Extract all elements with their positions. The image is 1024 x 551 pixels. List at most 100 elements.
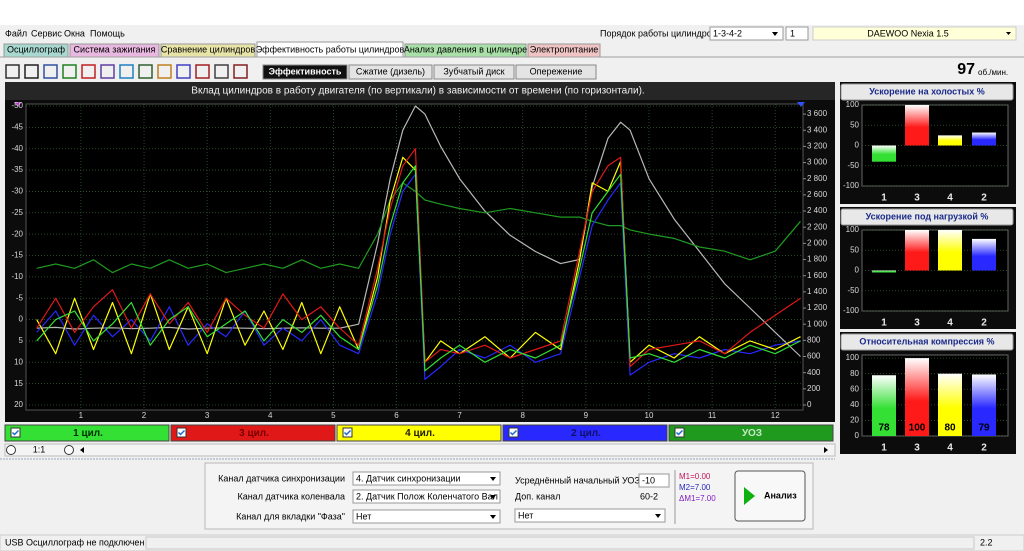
- subtab-label[interactable]: Эффективность: [269, 66, 342, 76]
- tab-label[interactable]: Эффективность работы цилиндров: [256, 44, 405, 54]
- tool-button[interactable]: [81, 64, 96, 79]
- tab-label[interactable]: Сравнение цилиндров: [161, 44, 255, 54]
- extra-select[interactable]: [514, 508, 666, 523]
- tool-button[interactable]: [24, 64, 39, 79]
- bar: [872, 145, 896, 162]
- analyze-label[interactable]: Анализ: [764, 490, 797, 500]
- sync-select[interactable]: [352, 471, 501, 486]
- category-label: 1: [881, 193, 887, 204]
- legend: 1 цил. 3 цил. 4 цил. 2 цил. УОЗ: [4, 424, 834, 442]
- tool-button[interactable]: [138, 64, 153, 79]
- crank-value[interactable]: 2. Датчик Полож Коленчатого Вал: [356, 491, 498, 501]
- analyze-button[interactable]: [734, 470, 806, 522]
- y2-tick-label: 2 000: [807, 238, 828, 247]
- subtab-strip: Эффективность Сжатие (дизель) Зубчатый дис…: [262, 64, 597, 80]
- order-spin-value[interactable]: 1: [790, 28, 795, 38]
- side-header: [840, 333, 1014, 351]
- tool-button[interactable]: [5, 64, 20, 79]
- subtab-label[interactable]: Сжатие (дизель): [356, 66, 425, 76]
- subtab-label[interactable]: Опережение: [530, 66, 583, 76]
- legend-item[interactable]: [668, 424, 834, 442]
- y-tick-label: 10: [14, 357, 23, 366]
- y2-tick-label: 1 400: [807, 287, 828, 296]
- menu-item[interactable]: Помощь: [90, 28, 125, 38]
- tab-label[interactable]: Электропитание: [530, 44, 599, 54]
- scroll-left[interactable]: [80, 447, 84, 453]
- y-tick-label: 100: [846, 353, 860, 362]
- x-tick-label: 11: [708, 411, 717, 420]
- tool-button[interactable]: [119, 64, 134, 79]
- tool-button[interactable]: [233, 64, 248, 79]
- x-tick-label: 10: [645, 411, 654, 420]
- order-value[interactable]: 1-3-4-2: [713, 28, 742, 38]
- subtab[interactable]: [433, 64, 515, 80]
- crank-label: Канал датчика коленвала: [237, 491, 345, 501]
- menu-item[interactable]: Файл: [5, 28, 27, 38]
- y2-tick-label: 1 600: [807, 271, 828, 280]
- tool-button[interactable]: [195, 64, 210, 79]
- tab-label[interactable]: Анализ давления в цилиндре: [404, 44, 527, 54]
- side-title: Относительная компрессия %: [859, 336, 994, 346]
- y-tick-label: -30: [11, 187, 23, 196]
- check-mark: [509, 429, 518, 436]
- order-spin[interactable]: [785, 26, 809, 41]
- series-line: [36, 165, 801, 372]
- zoom-in[interactable]: [64, 445, 74, 455]
- zoom-out[interactable]: [6, 445, 16, 455]
- tool-button[interactable]: [62, 64, 77, 79]
- phase-value[interactable]: Нет: [356, 511, 371, 521]
- uoz-spin[interactable]: [638, 473, 670, 488]
- y-tick-label: 20: [850, 416, 859, 425]
- y-tick-label: 15: [14, 379, 23, 388]
- legend-item[interactable]: [502, 424, 668, 442]
- scroll-right[interactable]: [824, 447, 828, 453]
- x-tick-label: 2: [142, 411, 147, 420]
- tab-label[interactable]: Осциллограф: [7, 44, 66, 54]
- y-tick-label: 50: [850, 120, 859, 129]
- phase-select[interactable]: [352, 509, 501, 524]
- legend-label[interactable]: 4 цил.: [405, 428, 435, 439]
- crank-select[interactable]: [352, 489, 501, 504]
- menu-item[interactable]: Сервис: [31, 28, 62, 38]
- tool-button[interactable]: [157, 64, 172, 79]
- legend-label[interactable]: 1 цил.: [73, 428, 103, 439]
- order-select[interactable]: [709, 26, 784, 41]
- series-line: [36, 148, 801, 368]
- subtab-label[interactable]: Зубчатый диск: [443, 66, 504, 76]
- legend-label[interactable]: 2 цил.: [571, 428, 601, 439]
- bar: [938, 135, 962, 146]
- dropdown-arrow: [1006, 32, 1011, 35]
- category-label: 3: [914, 318, 920, 329]
- side-header: [840, 83, 1014, 101]
- y-tick-label: 0: [855, 266, 860, 275]
- legend-item[interactable]: [170, 424, 336, 442]
- legend-item[interactable]: [4, 424, 170, 442]
- tool-button[interactable]: [214, 64, 229, 79]
- legend-label[interactable]: 3 цил.: [239, 428, 269, 439]
- uoz-value[interactable]: -10: [642, 475, 655, 485]
- y-tick-label: -10: [11, 272, 23, 281]
- x-tick-label: 7: [457, 411, 462, 420]
- menu-item[interactable]: Окна: [64, 28, 85, 38]
- top-blank: [0, 0, 1024, 25]
- car-value[interactable]: DAEWOO Nexia 1.5: [867, 28, 949, 38]
- bar: [972, 238, 996, 271]
- tool-button[interactable]: [100, 64, 115, 79]
- check-mark: [343, 429, 352, 436]
- extra-value[interactable]: Нет: [518, 510, 533, 520]
- legend-label[interactable]: УОЗ: [742, 428, 762, 439]
- subtab[interactable]: [348, 64, 433, 80]
- subtab[interactable]: [515, 64, 597, 80]
- category-label: 3: [914, 443, 920, 454]
- plot-area: [25, 103, 804, 411]
- bar: [872, 270, 896, 273]
- car-select[interactable]: [812, 26, 1017, 41]
- subtab[interactable]: [262, 64, 348, 80]
- status-bar: [0, 534, 1024, 551]
- tool-button[interactable]: [43, 64, 58, 79]
- legend-item[interactable]: [336, 424, 502, 442]
- tool-button[interactable]: [176, 64, 191, 79]
- tab-label[interactable]: Система зажигания: [74, 44, 156, 54]
- sync-value[interactable]: 4. Датчик синхронизации: [356, 473, 461, 483]
